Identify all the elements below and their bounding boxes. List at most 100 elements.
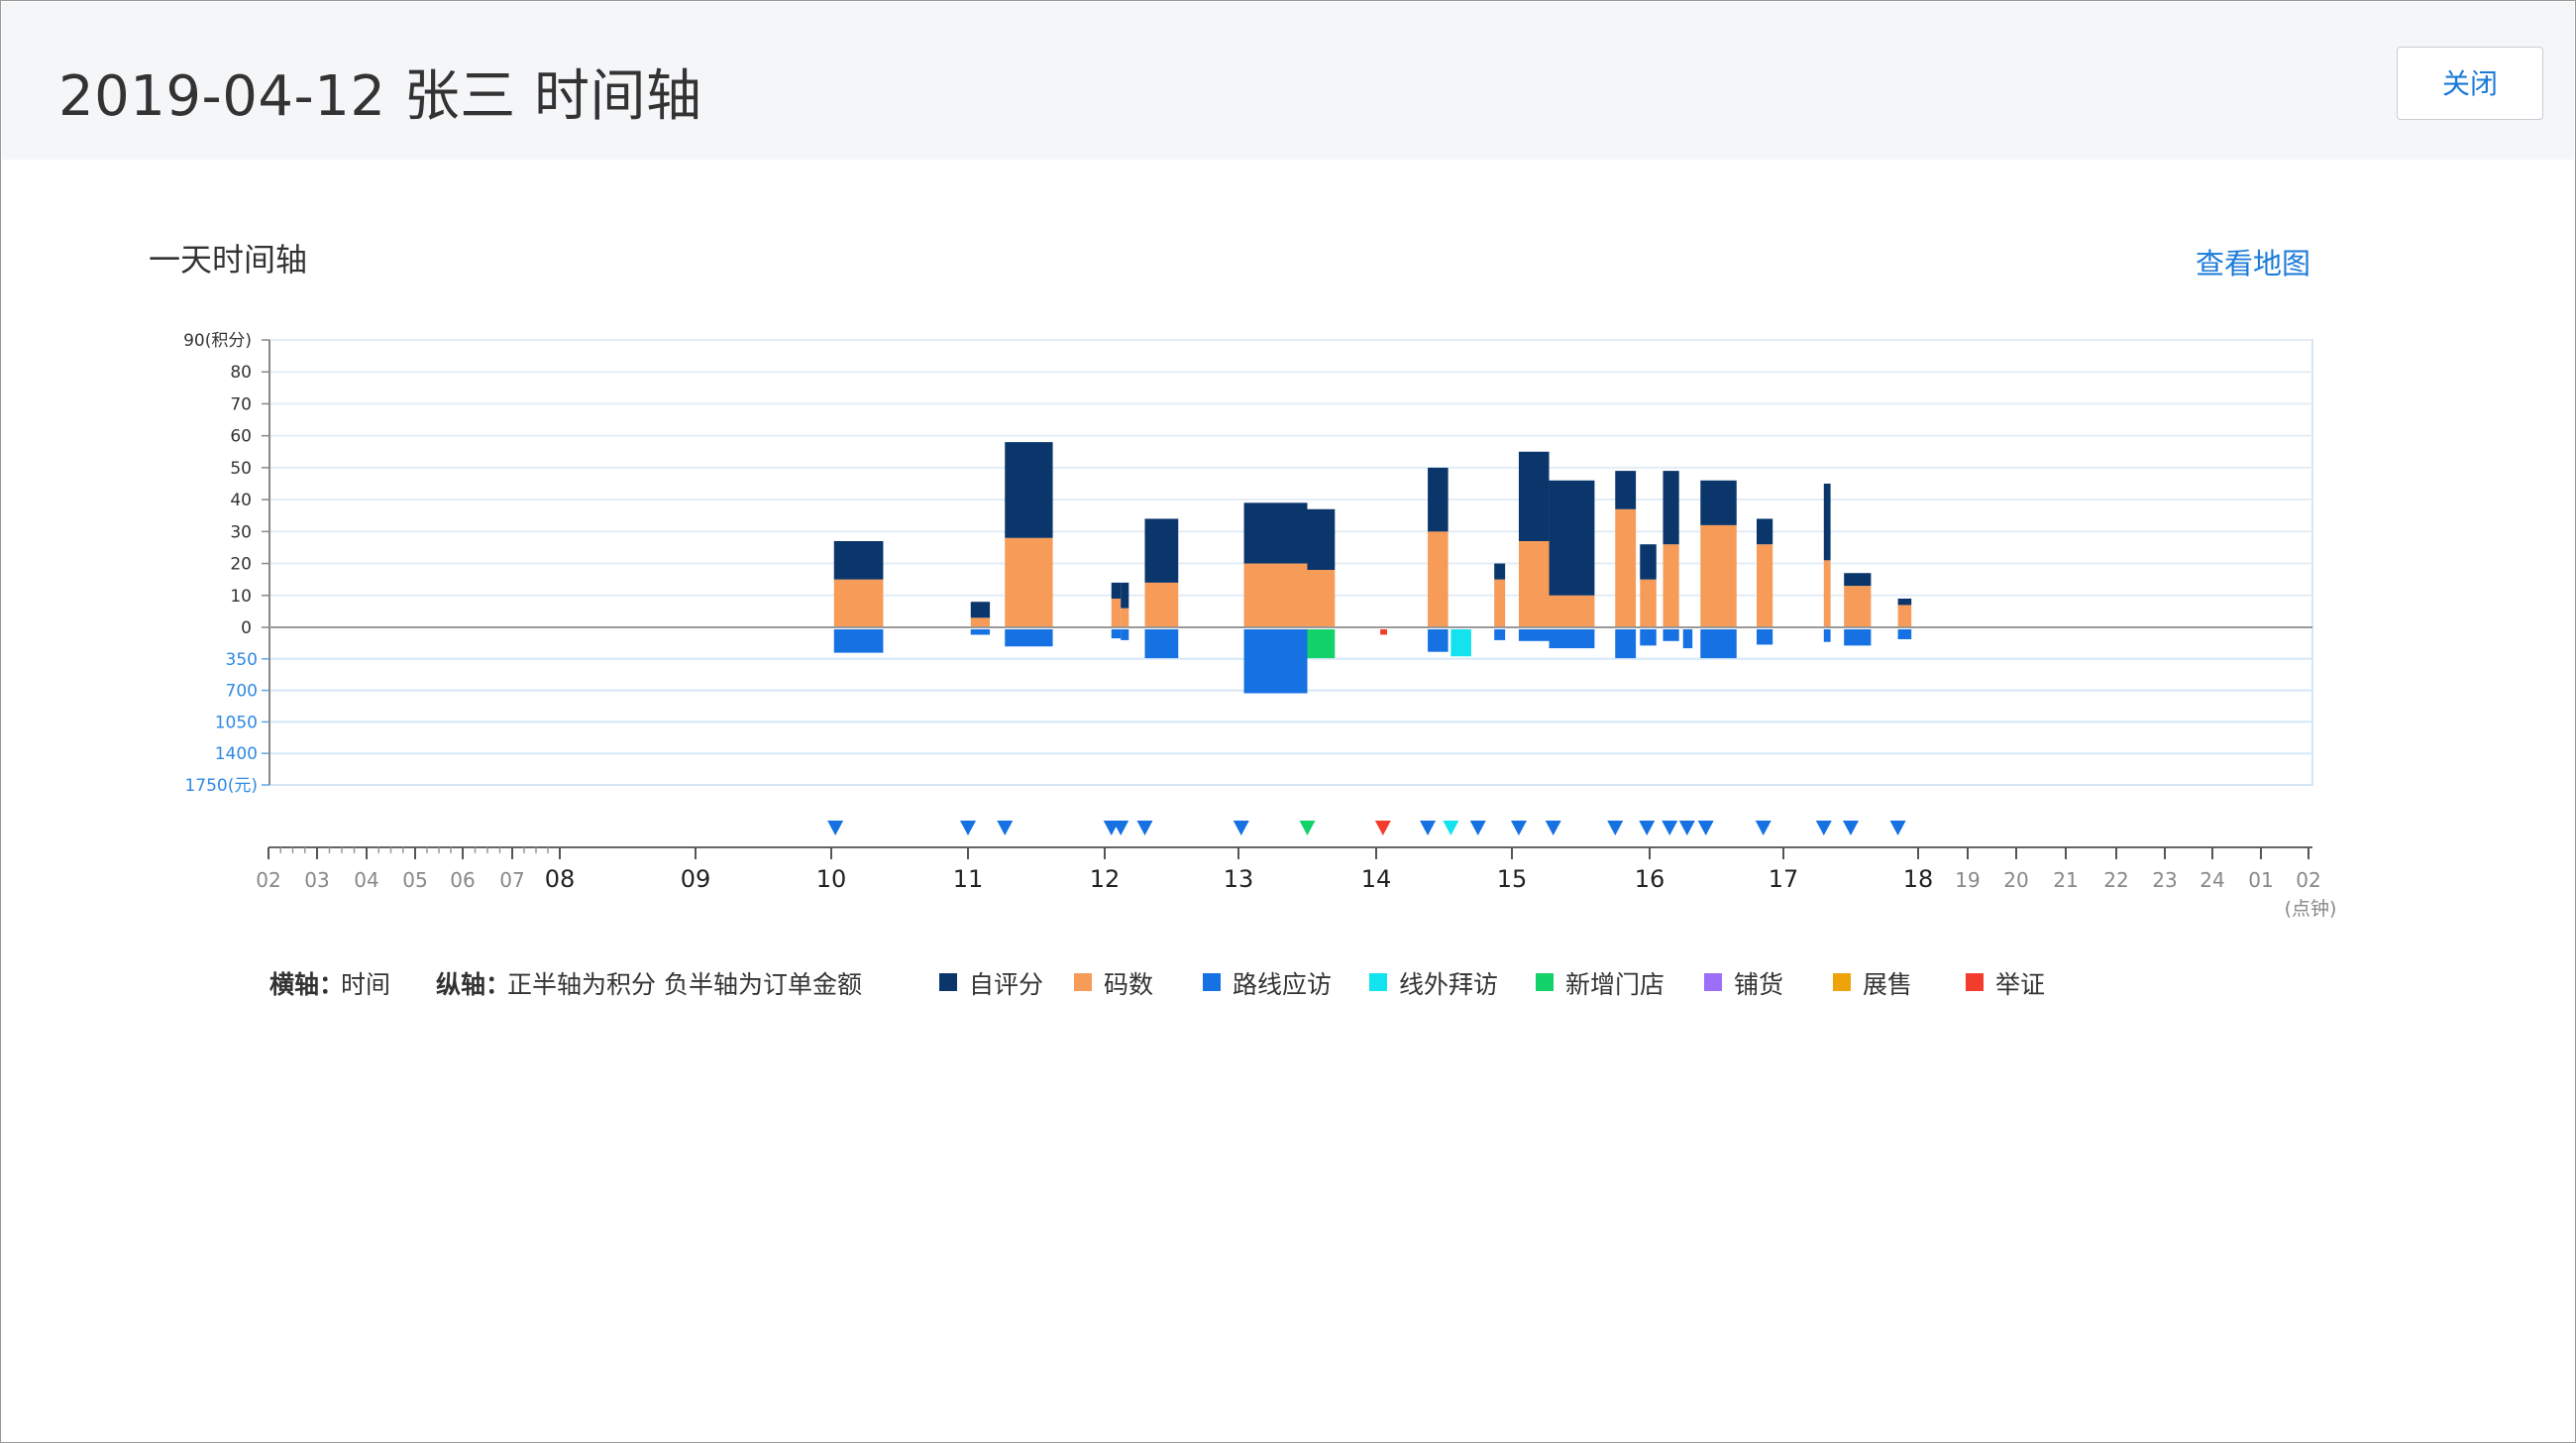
bar-self-score — [1897, 599, 1912, 606]
bar-order-amount — [1823, 629, 1831, 642]
time-tick-label: 14 — [1361, 865, 1392, 893]
bar-order-amount — [1700, 629, 1737, 659]
time-tick-label: 18 — [1903, 865, 1934, 893]
legend-swatch — [1966, 973, 1984, 991]
y-tick-label: 70 — [230, 394, 252, 414]
y-tick-label: 350 — [226, 650, 258, 670]
y-tick-label: 1750(元) — [184, 776, 258, 796]
y-tick-label: 60 — [230, 427, 252, 447]
legend-label: 路线应访 — [1233, 970, 1333, 999]
legend-label: 举证 — [1995, 970, 2046, 999]
bar-order-amount — [1450, 629, 1471, 657]
event-marker — [1889, 821, 1906, 835]
bar-order-amount — [1518, 629, 1550, 641]
bar-code-count — [1640, 579, 1657, 627]
legend-swatch — [939, 973, 957, 991]
time-tick-label: 04 — [354, 868, 378, 892]
time-tick-label: 16 — [1635, 865, 1665, 893]
bar-code-count — [1844, 586, 1872, 627]
event-marker — [1639, 821, 1656, 835]
bar-code-count — [1121, 608, 1129, 627]
bar-order-amount — [1005, 629, 1053, 647]
bar-order-amount — [1757, 629, 1773, 645]
bar-code-count — [833, 579, 884, 627]
event-marker — [1510, 821, 1527, 835]
bar-order-amount — [1663, 629, 1679, 641]
bar-self-score — [1494, 563, 1506, 580]
bar-order-amount — [1549, 629, 1595, 649]
time-tick-label: 02 — [2296, 868, 2320, 892]
bar-order-amount — [1897, 629, 1912, 639]
bar-self-score — [1111, 582, 1122, 599]
section-title: 一天时间轴 — [149, 241, 308, 278]
bar-self-score — [1121, 582, 1129, 609]
time-tick-label: 21 — [2053, 868, 2078, 892]
event-marker — [1545, 821, 1561, 835]
bar-code-count — [1700, 524, 1737, 627]
event-marker — [1299, 821, 1316, 835]
y-tick-label: 10 — [230, 587, 252, 607]
view-map-link[interactable]: 查看地图 — [2195, 247, 2310, 280]
bar-order-amount — [1844, 629, 1872, 646]
y-tick-label: 20 — [230, 555, 252, 575]
y-tick-label: 0 — [241, 618, 252, 638]
timeline-chart: 90(积分) 80 70 60 50 40 30 20 10 0 350 700 1050 1400 175… — [183, 331, 2337, 920]
y-tick-label: 30 — [230, 522, 252, 542]
bar-self-score — [1615, 471, 1637, 509]
bar-self-score — [1640, 544, 1657, 580]
time-tick-label: 09 — [681, 865, 711, 893]
event-marker — [1469, 821, 1486, 835]
bar-order-amount — [833, 629, 884, 653]
bar-order-amount — [1144, 629, 1179, 659]
legend-swatch — [1203, 973, 1221, 991]
time-tick-label: 20 — [2003, 868, 2028, 892]
y-axis-legend-value: 正半轴为积分 负半轴为订单金额 — [507, 970, 862, 999]
time-tick-label: 24 — [2200, 868, 2224, 892]
time-tick-label: 13 — [1224, 865, 1254, 893]
y-tick-label: 50 — [230, 459, 252, 479]
bar-code-count — [1823, 560, 1831, 627]
y-tick-label: 80 — [230, 363, 252, 383]
dialog-header: 2019-04-12 张三 时间轴 关闭 — [2, 2, 2574, 160]
legend-swatch — [1536, 973, 1554, 991]
bar-order-amount — [1380, 629, 1387, 635]
time-tick-label: 10 — [816, 865, 847, 893]
bar-self-score — [1823, 484, 1831, 561]
time-tick-label: 22 — [2103, 868, 2128, 892]
bar-order-amount — [1640, 629, 1657, 646]
event-marker — [1607, 821, 1624, 835]
event-marker — [1697, 821, 1714, 835]
event-marker — [1815, 821, 1832, 835]
event-marker — [1662, 821, 1678, 835]
y-tick-label: 1400 — [215, 744, 258, 764]
bar-self-score — [1844, 573, 1872, 587]
legend-label: 自评分 — [969, 970, 1044, 999]
bar-code-count — [1428, 531, 1449, 627]
event-marker — [1843, 821, 1859, 835]
bar-self-score — [1549, 480, 1595, 596]
event-marker — [1678, 821, 1695, 835]
time-tick-label: 11 — [953, 865, 984, 893]
y-tick-label: 90(积分) — [183, 331, 252, 351]
event-marker — [960, 821, 976, 835]
bar-order-amount — [1121, 629, 1129, 640]
bar-code-count — [1518, 541, 1550, 627]
bar-self-score — [833, 541, 884, 580]
bar-self-score — [1518, 451, 1550, 541]
bar-self-score — [1428, 467, 1449, 532]
event-marker — [1233, 821, 1249, 835]
bar-self-score — [1144, 518, 1179, 583]
event-marker — [1420, 821, 1437, 835]
event-marker — [1443, 821, 1459, 835]
time-tick-label: 03 — [304, 868, 329, 892]
bar-code-count — [1307, 570, 1336, 627]
time-unit-label: (点钟) — [2285, 898, 2337, 920]
bar-order-amount — [970, 629, 991, 635]
close-button[interactable]: 关闭 — [2397, 47, 2543, 120]
bar-order-amount — [1111, 629, 1122, 639]
y-tick-label: 1050 — [215, 713, 258, 732]
bar-order-amount — [1307, 629, 1336, 659]
time-tick-label: 17 — [1769, 865, 1799, 893]
bar-self-score — [1663, 471, 1679, 545]
legend-swatch — [1704, 973, 1722, 991]
